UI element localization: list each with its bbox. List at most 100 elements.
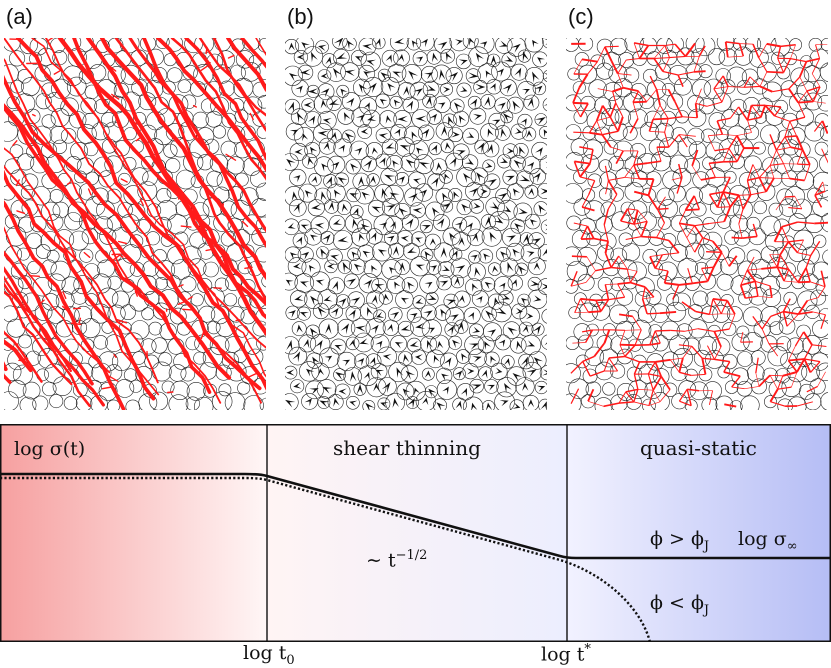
particle	[371, 363, 387, 379]
contact-line	[648, 374, 661, 377]
contact-line	[678, 75, 683, 87]
contact-line	[701, 177, 716, 180]
displacement-arrow	[476, 172, 485, 182]
contact-line	[575, 299, 581, 313]
weak-contact	[120, 255, 123, 257]
contact-line	[653, 119, 668, 120]
displacement-arrow	[459, 115, 466, 124]
contact-line	[679, 389, 687, 401]
displacement-arrow	[538, 205, 546, 215]
above-jamming-label: ϕ > ϕJ	[650, 528, 709, 554]
contact-line	[618, 74, 624, 88]
displacement-arrow	[379, 222, 387, 230]
contact-line	[724, 404, 736, 406]
displacement-arrow	[315, 340, 323, 350]
particle	[121, 305, 136, 320]
contact-line	[798, 222, 815, 223]
displacement-arrow	[392, 72, 402, 78]
displacement-arrow	[367, 83, 377, 93]
displacement-arrow	[370, 176, 376, 185]
particle	[435, 305, 451, 321]
contact-line	[682, 117, 697, 118]
contact-line	[579, 74, 587, 88]
particle	[215, 278, 228, 291]
displacement-arrow	[471, 403, 477, 410]
particle	[478, 185, 491, 198]
slope-label: ∼ t−1/2	[366, 548, 427, 571]
displacement-arrow	[485, 282, 494, 289]
displacement-arrow	[437, 341, 443, 349]
displacement-arrow	[455, 39, 463, 45]
displacement-arrow	[544, 39, 547, 45]
displacement-arrow	[371, 295, 377, 305]
contact-line	[610, 117, 618, 131]
contact-line	[655, 360, 670, 362]
displacement-arrow	[499, 41, 509, 47]
displacement-arrow	[544, 73, 547, 79]
displacement-arrow	[348, 309, 356, 319]
displacement-arrow	[324, 295, 333, 301]
displacement-arrow	[365, 403, 375, 410]
contact-line	[620, 330, 625, 344]
displacement-arrow	[293, 263, 301, 269]
displacement-arrow	[544, 101, 547, 110]
displacement-arrow	[361, 128, 369, 134]
contact-line	[806, 59, 819, 62]
contact-line	[715, 347, 722, 360]
displacement-arrow	[407, 282, 414, 291]
displacement-arrow	[398, 54, 404, 62]
contact-line	[654, 58, 669, 59]
contact-line	[709, 162, 723, 164]
displacement-arrow	[459, 295, 465, 303]
particle	[178, 80, 191, 93]
contact-line	[618, 283, 631, 284]
displacement-arrow	[472, 356, 482, 362]
contact-line	[670, 358, 683, 360]
contact-line	[634, 210, 638, 224]
displacement-arrow	[345, 70, 356, 76]
displacement-arrow	[454, 277, 460, 286]
displacement-arrow	[431, 145, 438, 154]
displacement-arrow	[492, 266, 498, 274]
y-axis-label: log σ(t)	[14, 438, 85, 460]
displacement-arrow	[475, 84, 485, 90]
particle	[409, 141, 428, 160]
displacement-arrow	[463, 173, 472, 183]
displacement-arrow	[514, 223, 523, 232]
particle	[747, 365, 764, 382]
displacement-arrow	[446, 325, 454, 335]
displacement-arrow	[356, 115, 365, 123]
particle	[42, 382, 56, 396]
displacement-arrow	[357, 384, 363, 395]
particle	[69, 231, 88, 250]
contact-line	[580, 177, 595, 181]
particle	[302, 99, 315, 112]
displacement-arrow	[403, 354, 409, 363]
particle	[483, 160, 495, 172]
weak-contact	[30, 276, 40, 277]
particle	[667, 293, 679, 305]
contact-line	[761, 267, 777, 269]
displacement-arrow	[476, 296, 483, 304]
displacement-arrow	[444, 357, 452, 367]
displacement-arrow	[490, 83, 496, 91]
contact-line	[821, 315, 826, 329]
weak-contact	[168, 392, 173, 393]
displacement-arrow	[362, 44, 373, 50]
contact-line	[582, 207, 594, 211]
displacement-arrow	[499, 283, 506, 291]
particle	[754, 201, 767, 214]
contact-line	[621, 221, 635, 224]
contact-line	[785, 196, 795, 197]
particle	[47, 250, 59, 262]
particle	[718, 366, 730, 378]
force-chain-panel	[4, 38, 266, 410]
displacement-arrow	[394, 38, 405, 44]
weak-contact	[33, 115, 35, 116]
displacement-arrow	[397, 116, 408, 122]
contact-line	[657, 238, 669, 241]
displacement-arrow	[323, 142, 329, 151]
displacement-arrow	[329, 99, 340, 105]
particle	[410, 203, 425, 218]
contact-line	[627, 269, 637, 271]
